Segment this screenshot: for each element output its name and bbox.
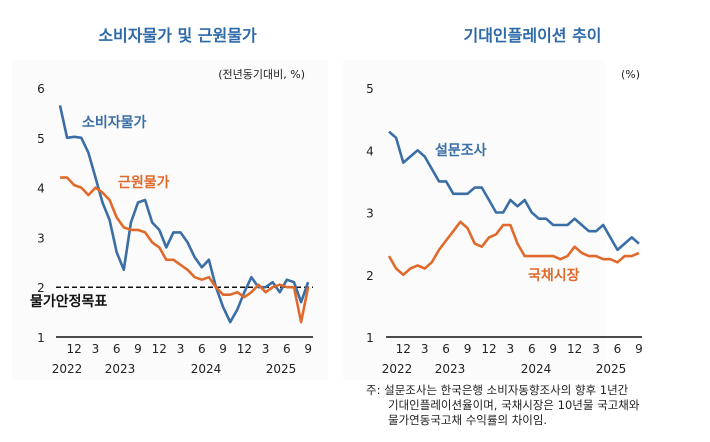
y-tick-label: 5 (37, 132, 45, 146)
x-tick-label: 3 (177, 342, 185, 356)
year-tick-label: 2024 (521, 362, 552, 376)
y-tick-label: 2 (366, 269, 374, 283)
y-tick-label: 6 (37, 82, 45, 96)
reference-line-label: 물가안정목표 (30, 293, 107, 310)
year-tick-label: 2022 (52, 362, 83, 376)
right-chart-panel (343, 60, 605, 380)
x-tick-label: 12 (152, 342, 167, 356)
x-tick-label: 9 (219, 342, 227, 356)
x-tick-label: 6 (528, 342, 536, 356)
x-tick-label: 12 (481, 342, 496, 356)
x-tick-label: 9 (134, 342, 142, 356)
x-tick-label: 9 (635, 342, 643, 356)
footnote-line: 설문조사는 한국은행 소비자동향조사의 향후 1년간 (384, 383, 629, 397)
y-tick-label: 3 (366, 207, 374, 221)
x-tick-label: 3 (507, 342, 515, 356)
unit-label: (전년동기대비, %) (218, 68, 305, 81)
year-tick-label: 2023 (435, 362, 466, 376)
x-tick-label: 6 (198, 342, 206, 356)
unit-label: (%) (621, 68, 640, 81)
left-chart-panel (12, 60, 328, 380)
x-tick-label: 12 (396, 342, 411, 356)
x-tick-label: 3 (92, 342, 100, 356)
y-tick-label: 1 (37, 331, 45, 345)
series-line-blue (58, 105, 310, 324)
year-tick-label: 2022 (382, 362, 413, 376)
left-chart-title: 소비자물가 및 근원물가 (98, 26, 257, 45)
y-tick-label: 3 (37, 231, 45, 245)
x-tick-label: 9 (304, 342, 312, 356)
year-tick-label: 2025 (596, 362, 627, 376)
y-tick-label: 2 (37, 281, 45, 295)
year-tick-label: 2024 (191, 362, 222, 376)
x-tick-label: 3 (421, 342, 429, 356)
x-tick-label: 9 (549, 342, 557, 356)
x-tick-label: 3 (592, 342, 600, 356)
year-tick-label: 2023 (105, 362, 136, 376)
series-line-blue (388, 130, 640, 252)
right-chart-title: 기대인플레이션 추이 (463, 26, 602, 45)
x-tick-label: 6 (442, 342, 450, 356)
x-tick-label: 12 (237, 342, 252, 356)
y-tick-label: 4 (366, 144, 374, 158)
series-label: 국채시장 (528, 267, 580, 284)
y-tick-label: 4 (37, 182, 45, 196)
footnote-line: 물가연동국고채 수익률의 차이임. (388, 413, 548, 427)
x-tick-label: 12 (567, 342, 582, 356)
series-label: 소비자물가 (82, 115, 147, 131)
series-label: 근원물가 (118, 175, 170, 191)
series-label: 설문조사 (435, 143, 487, 159)
series-line-orange (387, 220, 640, 277)
y-tick-label: 1 (366, 331, 374, 345)
y-tick-label: 5 (366, 82, 374, 96)
footnote-line: 기대인플레이션율이며, 국채시장은 10년물 국고채와 (388, 398, 640, 412)
x-tick-label: 6 (113, 342, 121, 356)
footnote: 주: 설문조사는 한국은행 소비자동향조사의 향후 1년간 기대인플레이션율이며… (366, 383, 639, 428)
series-line-orange (60, 176, 310, 324)
x-tick-label: 9 (464, 342, 472, 356)
x-tick-label: 3 (262, 342, 270, 356)
year-tick-label: 2025 (266, 362, 297, 376)
x-tick-label: 6 (614, 342, 622, 356)
footnote-prefix: 주: (366, 383, 381, 397)
x-tick-label: 12 (67, 342, 82, 356)
x-tick-label: 6 (283, 342, 291, 356)
